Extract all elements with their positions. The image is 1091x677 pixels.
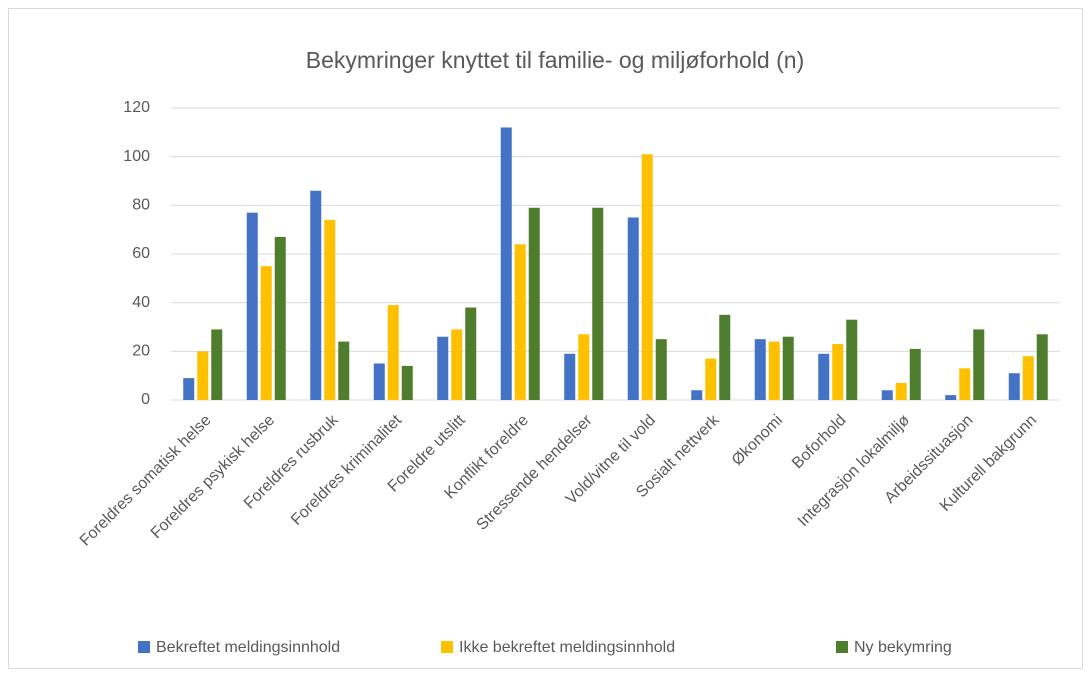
bar — [945, 395, 957, 400]
bar — [1022, 356, 1034, 400]
bar — [514, 244, 526, 400]
bar — [959, 368, 971, 400]
bar — [719, 314, 731, 400]
y-tick-label: 60 — [132, 245, 150, 262]
bar — [1008, 373, 1020, 400]
chart-border — [8, 8, 1083, 669]
bar — [211, 329, 223, 400]
bar — [246, 212, 258, 400]
bar — [500, 127, 512, 400]
bar — [705, 358, 717, 400]
chart-title: Bekymringer knyttet til familie- og milj… — [306, 47, 804, 73]
legend-swatch — [441, 641, 453, 653]
y-tick-label: 80 — [132, 197, 150, 214]
bar — [973, 329, 985, 400]
legend-swatch — [836, 641, 848, 653]
bar — [528, 207, 540, 400]
y-tick-label: 120 — [123, 99, 150, 116]
bar — [564, 353, 576, 400]
bar — [437, 336, 449, 400]
bar — [373, 363, 385, 400]
bar — [655, 339, 667, 400]
bar — [846, 319, 858, 400]
bar — [451, 329, 463, 400]
bar — [818, 353, 830, 400]
legend-swatch — [138, 641, 150, 653]
bar — [627, 217, 639, 400]
bar — [895, 382, 907, 400]
legend-label: Bekreftet meldingsinnhold — [156, 639, 340, 656]
bar — [641, 154, 653, 400]
bar — [310, 190, 322, 400]
bar — [401, 365, 413, 400]
y-tick-label: 20 — [132, 343, 150, 360]
bar — [691, 390, 703, 400]
y-tick-label: 0 — [141, 391, 150, 408]
legend-label: Ikke bekreftet meldingsinnhold — [459, 639, 675, 656]
bar — [260, 266, 272, 400]
bar — [465, 307, 477, 400]
bar — [881, 390, 893, 400]
legend-label: Ny bekymring — [854, 639, 952, 656]
bar — [768, 341, 780, 400]
bar — [782, 336, 794, 400]
bar — [387, 305, 399, 400]
y-tick-label: 100 — [123, 148, 150, 165]
bar — [592, 207, 604, 400]
bar — [909, 348, 921, 400]
bar — [1036, 334, 1048, 400]
y-tick-label: 40 — [132, 294, 150, 311]
bar — [754, 339, 766, 400]
bar — [578, 334, 590, 400]
bar — [274, 236, 286, 400]
bar — [183, 378, 195, 400]
bar — [832, 344, 844, 400]
bar — [338, 341, 350, 400]
bar — [324, 219, 336, 400]
bar — [197, 351, 209, 400]
